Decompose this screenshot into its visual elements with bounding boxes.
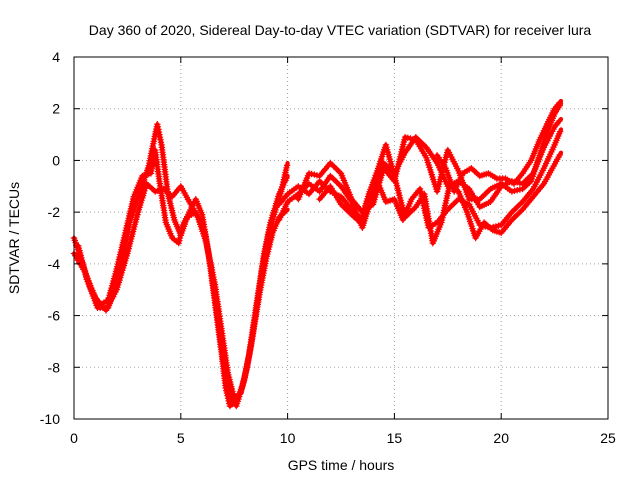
data-series xyxy=(70,98,564,410)
plot-frame xyxy=(73,56,609,420)
series-markers xyxy=(316,141,563,247)
series-markers xyxy=(433,99,563,195)
series-markers xyxy=(75,121,290,410)
axis-ticks xyxy=(73,56,609,420)
grid xyxy=(74,57,608,419)
y-tick-labels: -10 -8 -6 -4 -2 0 2 4 xyxy=(40,49,60,427)
series-line xyxy=(76,122,290,409)
y-tick-label: 0 xyxy=(52,152,60,168)
x-tick-label: 0 xyxy=(70,430,78,446)
x-tick-label: 20 xyxy=(493,430,509,446)
x-tick-label: 5 xyxy=(177,430,185,446)
y-tick-label: -6 xyxy=(48,308,61,324)
series-track-3 xyxy=(75,121,290,410)
series-track-7 xyxy=(316,141,564,247)
y-tick-label: -4 xyxy=(48,256,61,272)
y-axis-title: SDTVAR / TECUs xyxy=(6,182,22,294)
y-tick-label: 2 xyxy=(52,101,60,117)
y-tick-label: -10 xyxy=(40,411,60,427)
chart-title: Day 360 of 2020, Sidereal Day-to-day VTE… xyxy=(89,22,592,38)
x-tick-label: 15 xyxy=(387,430,403,446)
series-track-8 xyxy=(433,98,564,195)
y-tick-label: -2 xyxy=(48,204,61,220)
y-tick-label: 4 xyxy=(52,49,60,65)
y-tick-label: -8 xyxy=(48,359,61,375)
x-tick-label: 10 xyxy=(280,430,296,446)
x-tick-label: 25 xyxy=(600,430,616,446)
x-axis-title: GPS time / hours xyxy=(288,457,395,473)
x-tick-labels: 0 5 10 15 20 25 xyxy=(70,430,616,446)
series-track-6 xyxy=(295,101,564,216)
